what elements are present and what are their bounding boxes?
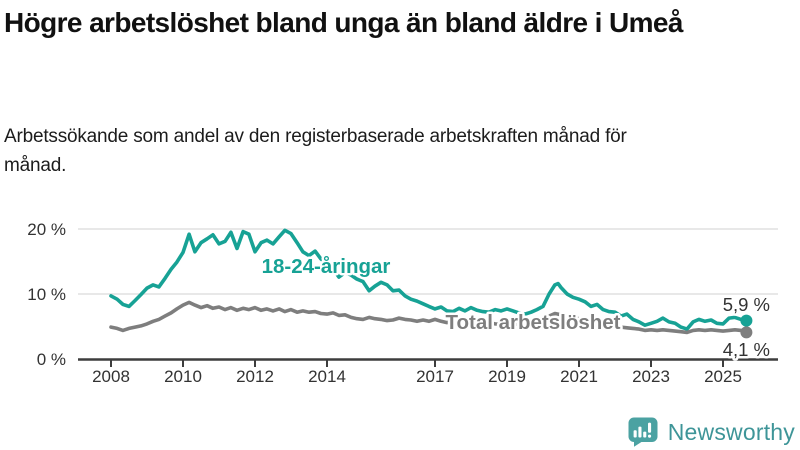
series-label-0: 18-24-åringar bbox=[262, 255, 391, 278]
x-axis-label-2025: 2025 bbox=[704, 367, 742, 386]
chart-header: Högre arbetslöshet bland unga än bland ä… bbox=[4, 6, 774, 40]
y-axis-label-0: 0 % bbox=[37, 350, 66, 369]
page-title: Högre arbetslöshet bland unga än bland ä… bbox=[4, 7, 683, 38]
series-label-1: Total arbetslöshet bbox=[445, 311, 620, 334]
x-axis-label-2021: 2021 bbox=[560, 367, 598, 386]
newsworthy-logo[interactable]: Newsworthy bbox=[628, 417, 795, 447]
series-end-dot-0 bbox=[740, 314, 753, 327]
newsworthy-bubble-chart-icon bbox=[628, 417, 658, 447]
series-end-value-1: 4,1 % bbox=[723, 339, 770, 360]
series-end-value-0: 5,9 % bbox=[723, 294, 770, 315]
x-axis-label-2010: 2010 bbox=[164, 367, 202, 386]
x-axis-label-2012: 2012 bbox=[236, 367, 274, 386]
x-axis-label-2017: 2017 bbox=[416, 367, 454, 386]
x-axis-label-2019: 2019 bbox=[488, 367, 526, 386]
series-end-dot-1 bbox=[740, 326, 753, 339]
brand-name: Newsworthy bbox=[667, 418, 795, 445]
series-line-1 bbox=[109, 300, 749, 335]
x-axis-label-2008: 2008 bbox=[92, 367, 130, 386]
y-axis-label-20: 20 % bbox=[27, 220, 66, 239]
chart-subtitle: Arbetssökande som andel av den registerb… bbox=[4, 126, 627, 177]
y-axis-label-10: 10 % bbox=[27, 285, 66, 304]
x-axis-label-2014: 2014 bbox=[308, 367, 346, 386]
x-axis-label-2023: 2023 bbox=[632, 367, 670, 386]
series-line-0 bbox=[109, 228, 749, 331]
